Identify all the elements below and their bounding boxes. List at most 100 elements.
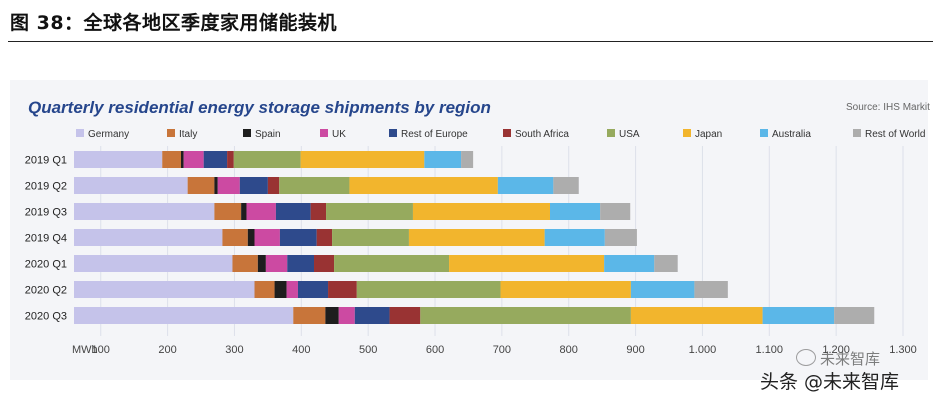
bar-segment bbox=[420, 307, 631, 324]
bar-segment bbox=[74, 151, 163, 168]
bar-segment bbox=[326, 203, 413, 220]
bar-segment bbox=[74, 307, 294, 324]
legend-label: Italy bbox=[179, 129, 197, 140]
legend-swatch bbox=[503, 129, 511, 137]
bar-segment bbox=[217, 177, 240, 194]
bar-segment bbox=[604, 229, 637, 246]
x-tick-label: 1.000 bbox=[689, 344, 717, 356]
legend-label: Rest of Europe bbox=[401, 129, 468, 140]
x-tick-label: 100 bbox=[92, 344, 110, 356]
x-tick-label: 300 bbox=[225, 344, 243, 356]
legend-swatch bbox=[243, 129, 251, 137]
chart-title: Quarterly residential energy storage shi… bbox=[28, 98, 491, 117]
chat-bubble-icon bbox=[796, 349, 816, 366]
legend: Germany Italy Spain UK Rest of Europe South A… bbox=[76, 129, 925, 140]
bar-segment bbox=[74, 255, 233, 272]
legend-label: UK bbox=[332, 129, 346, 140]
legend-swatch bbox=[853, 129, 861, 137]
category-label: 2019 Q2 bbox=[25, 181, 67, 193]
x-tick-label: 400 bbox=[292, 344, 310, 356]
legend-swatch bbox=[76, 129, 84, 137]
bar-segment bbox=[227, 151, 234, 168]
legend-swatch bbox=[683, 129, 691, 137]
bar-segment bbox=[232, 255, 258, 272]
bar-segment bbox=[354, 307, 390, 324]
x-tick-label: 600 bbox=[426, 344, 444, 356]
bar-segment bbox=[293, 307, 326, 324]
bar-segment bbox=[297, 281, 329, 298]
bar-segment bbox=[412, 203, 551, 220]
bar-segment bbox=[449, 255, 605, 272]
bar-segment bbox=[497, 177, 554, 194]
category-label: 2020 Q2 bbox=[25, 285, 67, 297]
bar-segment bbox=[424, 151, 462, 168]
legend-label: Germany bbox=[88, 129, 129, 140]
bar-segment bbox=[600, 203, 631, 220]
x-tick-label: 700 bbox=[493, 344, 511, 356]
bar-segment bbox=[203, 151, 228, 168]
category-label: 2020 Q1 bbox=[25, 259, 67, 271]
category-label: 2020 Q3 bbox=[25, 311, 67, 323]
watermark-small: 未来智库 bbox=[820, 350, 881, 368]
bar-segment bbox=[328, 281, 357, 298]
x-axis-label: MWh bbox=[72, 344, 98, 356]
legend-label: Rest of World bbox=[865, 129, 925, 140]
bar-segment bbox=[74, 281, 255, 298]
figure-title: 图 38：全球各地区季度家用储能装机 bbox=[10, 12, 338, 34]
x-tick-label: 1.100 bbox=[756, 344, 784, 356]
bar-segment bbox=[265, 255, 288, 272]
bar-segment bbox=[74, 177, 188, 194]
chart-source: Source: IHS Markit bbox=[846, 102, 930, 113]
bars bbox=[74, 151, 875, 324]
x-tick-label: 800 bbox=[560, 344, 578, 356]
bar-segment bbox=[300, 151, 425, 168]
bar-segment bbox=[241, 203, 247, 220]
bar-segment bbox=[254, 281, 275, 298]
bar-segment bbox=[247, 229, 255, 246]
bar-segment bbox=[286, 281, 298, 298]
bar-segment bbox=[279, 229, 317, 246]
bar-segment bbox=[500, 281, 631, 298]
bar-segment bbox=[74, 203, 215, 220]
legend-swatch bbox=[389, 129, 397, 137]
x-tick-label: 900 bbox=[626, 344, 644, 356]
bar-segment bbox=[461, 151, 474, 168]
bar-segment bbox=[222, 229, 248, 246]
bar-segment bbox=[630, 281, 695, 298]
bar-segment bbox=[544, 229, 605, 246]
legend-label: Japan bbox=[695, 129, 722, 140]
bar-segment bbox=[654, 255, 678, 272]
x-tick-label: 200 bbox=[158, 344, 176, 356]
bar-segment bbox=[604, 255, 655, 272]
legend-label: Spain bbox=[255, 129, 281, 140]
bar-segment bbox=[257, 255, 266, 272]
bar-segment bbox=[553, 177, 579, 194]
bar-segment bbox=[834, 307, 875, 324]
bar-segment bbox=[275, 203, 311, 220]
bar-segment bbox=[310, 203, 327, 220]
bar-segment bbox=[214, 203, 242, 220]
bar-segment bbox=[267, 177, 280, 194]
bar-segment bbox=[246, 203, 276, 220]
bar-segment bbox=[550, 203, 601, 220]
legend-swatch bbox=[320, 129, 328, 137]
legend-swatch bbox=[607, 129, 615, 137]
bar-segment bbox=[274, 281, 287, 298]
bar-segment bbox=[316, 229, 333, 246]
bar-segment bbox=[254, 229, 280, 246]
bar-segment bbox=[325, 307, 339, 324]
category-label: 2019 Q4 bbox=[25, 233, 67, 245]
bar-segment bbox=[762, 307, 835, 324]
bar-segment bbox=[314, 255, 335, 272]
bar-segment bbox=[187, 177, 215, 194]
bar-segment bbox=[334, 255, 450, 272]
bar-segment bbox=[233, 151, 301, 168]
bar-segment bbox=[338, 307, 355, 324]
bar-segment bbox=[389, 307, 421, 324]
bar-segment bbox=[74, 229, 223, 246]
x-tick-label: 1.200 bbox=[822, 344, 850, 356]
title-divider bbox=[8, 41, 933, 42]
bar-segment bbox=[183, 151, 204, 168]
legend-swatch bbox=[760, 129, 768, 137]
